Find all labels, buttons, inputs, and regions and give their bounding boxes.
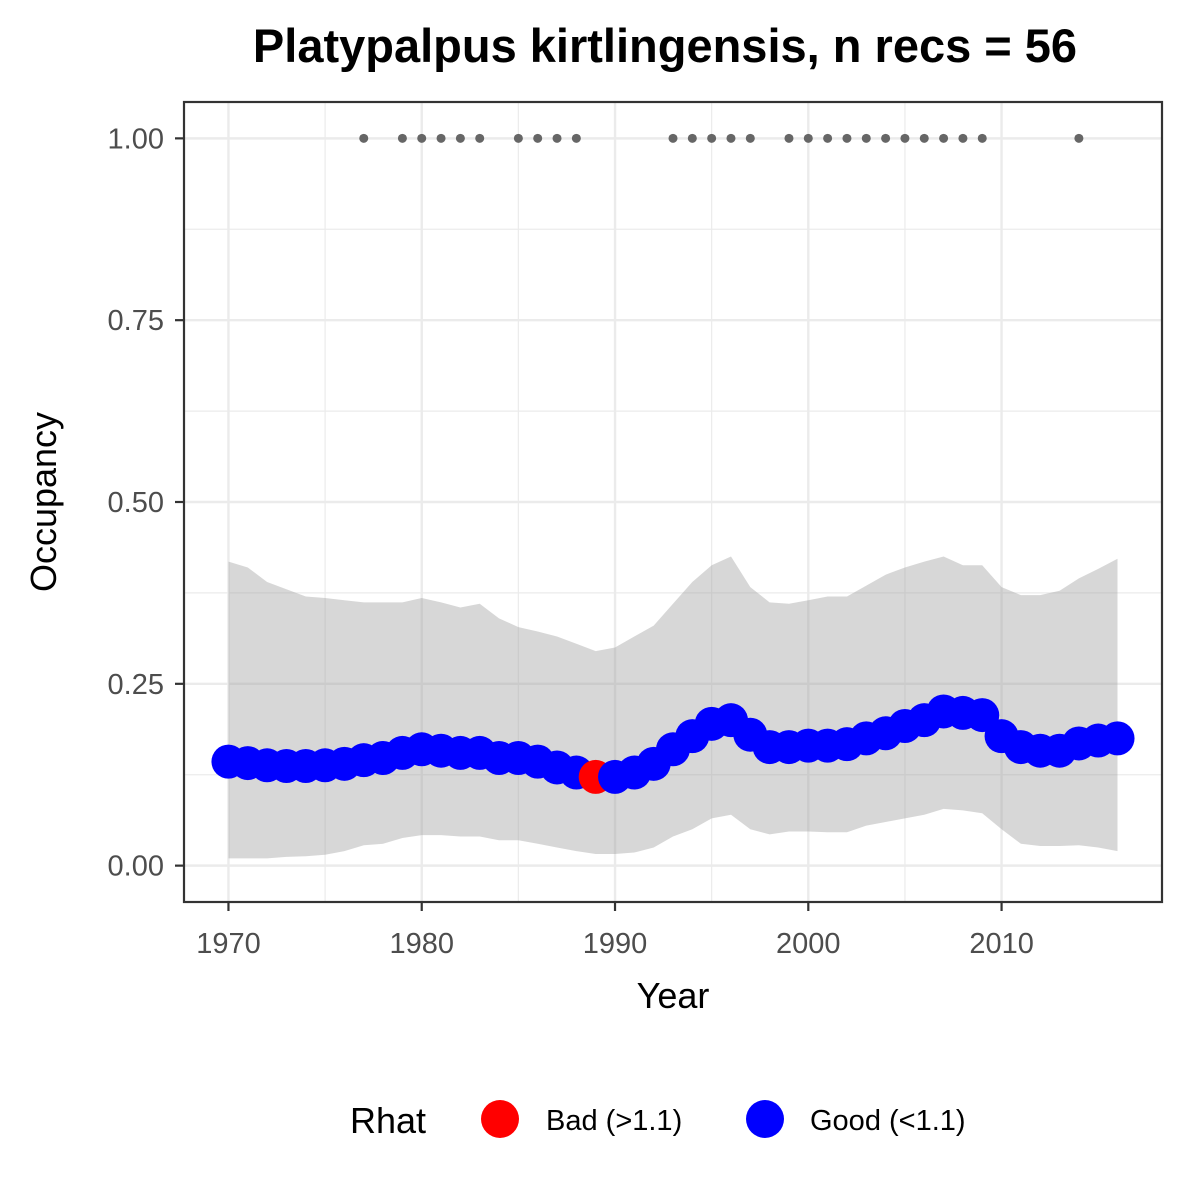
- x-tick-label: 1970: [196, 928, 261, 960]
- record-point: [571, 133, 581, 143]
- record-point: [359, 133, 369, 143]
- y-axis: 0.00 0.25 0.50 0.75 1.00: [108, 123, 184, 883]
- record-point: [977, 133, 987, 143]
- x-tick-label: 1980: [389, 928, 454, 960]
- record-point: [803, 133, 813, 143]
- record-points: [359, 133, 1084, 143]
- legend-swatch-bad: [481, 1100, 519, 1138]
- record-point: [533, 133, 543, 143]
- chart-title: Platypalpus kirtlingensis, n recs = 56: [253, 19, 1077, 72]
- credible-interval-ribbon: [228, 556, 1118, 859]
- credible-interval-band: [228, 556, 1118, 859]
- record-point: [745, 133, 755, 143]
- record-point: [861, 133, 871, 143]
- record-point: [919, 133, 929, 143]
- x-tick-label: 2010: [969, 928, 1034, 960]
- record-point: [823, 133, 833, 143]
- record-point: [726, 133, 736, 143]
- y-tick-label: 0.25: [108, 669, 164, 701]
- occupancy-points: [211, 694, 1135, 794]
- record-point: [707, 133, 717, 143]
- occupancy-point-good: [1100, 721, 1135, 756]
- legend-label-bad: Bad (>1.1): [546, 1105, 682, 1137]
- y-tick-label: 0.75: [108, 305, 164, 337]
- legend: Rhat Bad (>1.1) Good (<1.1): [350, 1100, 966, 1141]
- record-point: [900, 133, 910, 143]
- x-axis-label: Year: [637, 975, 710, 1016]
- record-point: [668, 133, 678, 143]
- record-point: [455, 133, 465, 143]
- record-point: [939, 133, 949, 143]
- x-axis: 1970 1980 1990 2000 2010: [196, 902, 1034, 960]
- record-point: [842, 133, 852, 143]
- record-point: [687, 133, 697, 143]
- record-point: [1074, 133, 1084, 143]
- y-tick-label: 0.00: [108, 851, 164, 883]
- y-tick-label: 1.00: [108, 123, 164, 155]
- record-point: [475, 133, 485, 143]
- legend-swatch-good: [746, 1100, 784, 1138]
- x-tick-label: 1990: [583, 928, 648, 960]
- legend-label-good: Good (<1.1): [810, 1105, 966, 1137]
- record-point: [417, 133, 427, 143]
- record-point: [881, 133, 891, 143]
- y-tick-label: 0.50: [108, 487, 164, 519]
- record-point: [513, 133, 523, 143]
- legend-title: Rhat: [350, 1100, 426, 1141]
- record-point: [436, 133, 446, 143]
- record-point: [397, 133, 407, 143]
- record-point: [552, 133, 562, 143]
- record-point: [958, 133, 968, 143]
- x-tick-label: 2000: [776, 928, 841, 960]
- y-axis-label: Occupancy: [23, 412, 64, 592]
- record-point: [784, 133, 794, 143]
